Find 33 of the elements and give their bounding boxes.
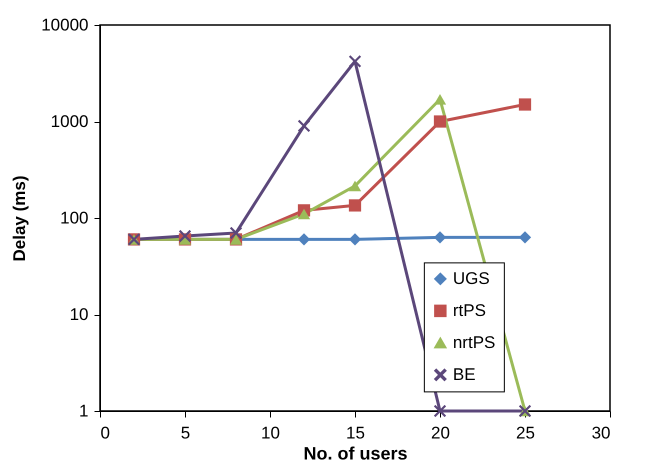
point xyxy=(434,115,446,128)
y-tick-label: 10000 xyxy=(41,16,88,34)
y-tick-label: 10 xyxy=(70,305,88,324)
point xyxy=(348,180,362,192)
x-tick-label: 5 xyxy=(180,424,190,442)
point xyxy=(518,231,532,244)
legend-label: UGS xyxy=(452,268,490,288)
point xyxy=(178,230,192,242)
legend-label: BE xyxy=(452,364,476,384)
x-tick-label: 0 xyxy=(100,424,110,442)
point xyxy=(348,55,362,68)
x-tick-label: 20 xyxy=(431,424,450,442)
point xyxy=(298,208,310,220)
point xyxy=(518,98,532,111)
x-axis-title: No. of users xyxy=(303,444,408,464)
point xyxy=(348,199,362,212)
point xyxy=(434,94,446,105)
legend-label: nrtPS xyxy=(452,332,496,352)
point xyxy=(298,233,310,246)
y-tick-label: 100 xyxy=(60,208,88,228)
y-tick-label: 1 xyxy=(79,402,88,420)
point xyxy=(434,231,446,244)
legend-label: rtPS xyxy=(452,300,486,320)
point xyxy=(348,233,362,246)
point xyxy=(230,226,242,240)
x-tick-label: 10 xyxy=(261,424,280,442)
x-tick-label: 30 xyxy=(592,424,610,442)
x-tick-label: 25 xyxy=(516,424,535,442)
y-axis-title: Delay (ms) xyxy=(10,176,30,262)
y-tick-label: 1000 xyxy=(50,112,88,131)
point xyxy=(298,120,310,132)
point xyxy=(434,404,446,418)
x-tick-label: 15 xyxy=(346,424,365,442)
